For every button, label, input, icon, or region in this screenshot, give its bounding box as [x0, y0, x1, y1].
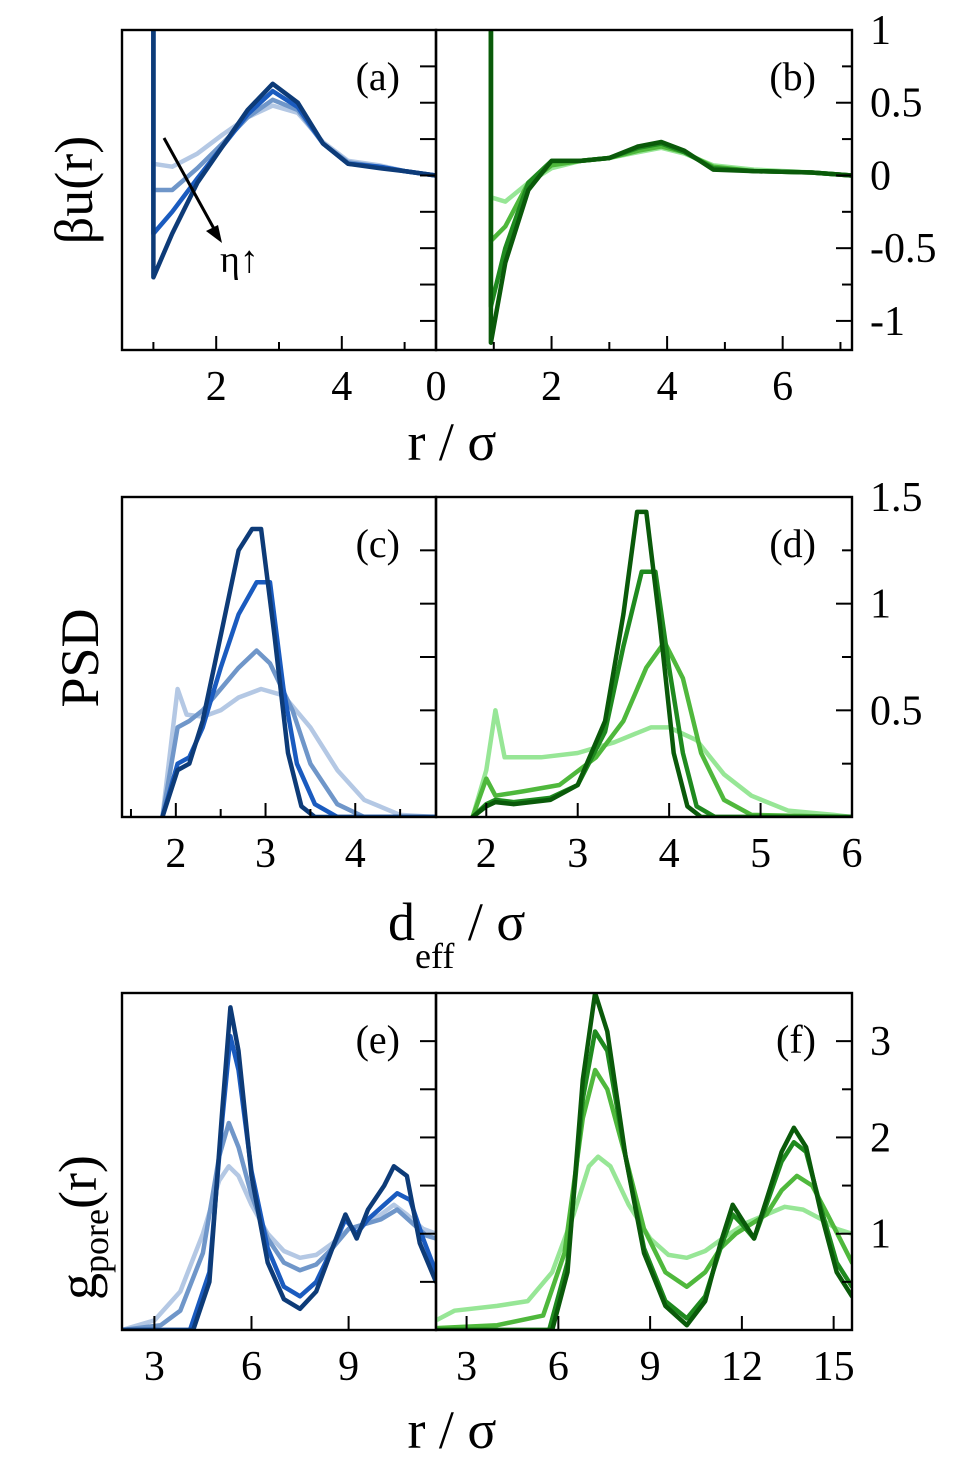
series-d-η4 [470, 509, 852, 817]
ytick-label-f: 3 [870, 1019, 891, 1065]
xtick-label-b: 2 [541, 364, 562, 410]
xtick-label-f: 15 [813, 1344, 855, 1390]
ytick-label-f: 1 [870, 1212, 891, 1258]
series-c-η2 [160, 648, 436, 817]
series-e-η1 [122, 1164, 436, 1330]
row1-ylabel: βu(r) [44, 136, 104, 244]
row3-ylabel-tail: (r) [48, 1155, 108, 1209]
row2-xlabel-main: d [388, 892, 415, 952]
panel-d: 0.5 1 1.5 2 3 4 5 6 (d) [434, 475, 923, 877]
ytick-label-d: 1.5 [870, 475, 923, 521]
panel-label-d: (d) [769, 521, 816, 566]
panel-c: 2 3 4 (c) [120, 495, 438, 877]
eta-arrow [162, 137, 220, 237]
row2-ylabel: PSD [50, 608, 110, 707]
series-e-η2 [122, 1120, 436, 1330]
panel-label-c: (c) [356, 521, 400, 566]
ytick-label-b: -1 [870, 299, 905, 345]
xtick-label-b: 6 [772, 364, 793, 410]
series-f-η1 [436, 1154, 852, 1323]
plot-frame-f [434, 991, 854, 1332]
eta-arrow-head [206, 225, 222, 243]
xtick-label-b: 0 [426, 364, 447, 410]
panel-label-f: (f) [776, 1017, 816, 1062]
row3-ylabel: gpore(r) [48, 1155, 116, 1300]
xtick-label-c: 4 [345, 831, 366, 877]
xtick-label-f: 12 [721, 1344, 763, 1390]
series-c-η3 [160, 580, 436, 817]
xtick-label-c: 2 [165, 831, 186, 877]
xtick-label-f: 9 [640, 1344, 661, 1390]
xtick-label-a: 4 [331, 364, 352, 410]
series-d-η2 [470, 639, 852, 817]
xtick-label-f: 3 [456, 1344, 477, 1390]
xtick-label-d: 6 [842, 831, 863, 877]
ytick-label-f: 2 [870, 1115, 891, 1161]
xtick-label-d: 5 [750, 831, 771, 877]
row2-xlabel: deff / σ [388, 892, 525, 976]
xtick-label-e: 9 [338, 1344, 359, 1390]
series-c-η1 [160, 686, 436, 817]
xtick-label-d: 2 [476, 831, 497, 877]
panel-label-a: (a) [356, 54, 400, 99]
xtick-label-d: 4 [659, 831, 680, 877]
ytick-label-b: 1 [870, 8, 891, 54]
row3-ylabel-main: g [48, 1273, 108, 1300]
xtick-label-d: 3 [567, 831, 588, 877]
panel-label-e: (e) [356, 1017, 400, 1062]
panel-e: 3 6 9 (e) [120, 991, 438, 1390]
xtick-label-b: 4 [657, 364, 678, 410]
xtick-label-f: 6 [548, 1344, 569, 1390]
panel-a: 2 4 (a) [120, 28, 438, 410]
row2-xlabel-tail: / σ [454, 892, 525, 952]
ytick-label-b: 0.5 [870, 81, 923, 127]
xtick-label-e: 6 [241, 1344, 262, 1390]
series-f-η4 [436, 993, 852, 1330]
series-b-η4 [488, 30, 852, 345]
panel-label-b: (b) [769, 54, 816, 99]
row2-xlabel-sub: eff [415, 936, 454, 976]
series-d-η1 [470, 708, 852, 817]
row3-ylabel-sub: pore [76, 1209, 116, 1273]
series-d-η3 [470, 569, 852, 817]
plot-frame-b [434, 28, 854, 352]
row3-xlabel: r / σ [407, 1400, 496, 1460]
series-c-η4 [160, 526, 436, 817]
series-f-η2 [436, 1067, 852, 1330]
xtick-label-e: 3 [144, 1344, 165, 1390]
series-e-η4 [122, 1005, 436, 1330]
row1-xlabel: r / σ [407, 412, 496, 472]
xtick-label-c: 3 [255, 831, 276, 877]
panel-b: -1 -0.5 0 0.5 1 0 2 4 6 (b) [426, 8, 937, 410]
eta-annotation: η↑ [220, 239, 259, 281]
ytick-label-d: 0.5 [870, 688, 923, 734]
series-a-η4 [151, 30, 436, 280]
ytick-label-b: -0.5 [870, 226, 937, 272]
ytick-label-d: 1 [870, 582, 891, 628]
xtick-label-a: 2 [206, 364, 227, 410]
ytick-label-b: 0 [870, 153, 891, 199]
